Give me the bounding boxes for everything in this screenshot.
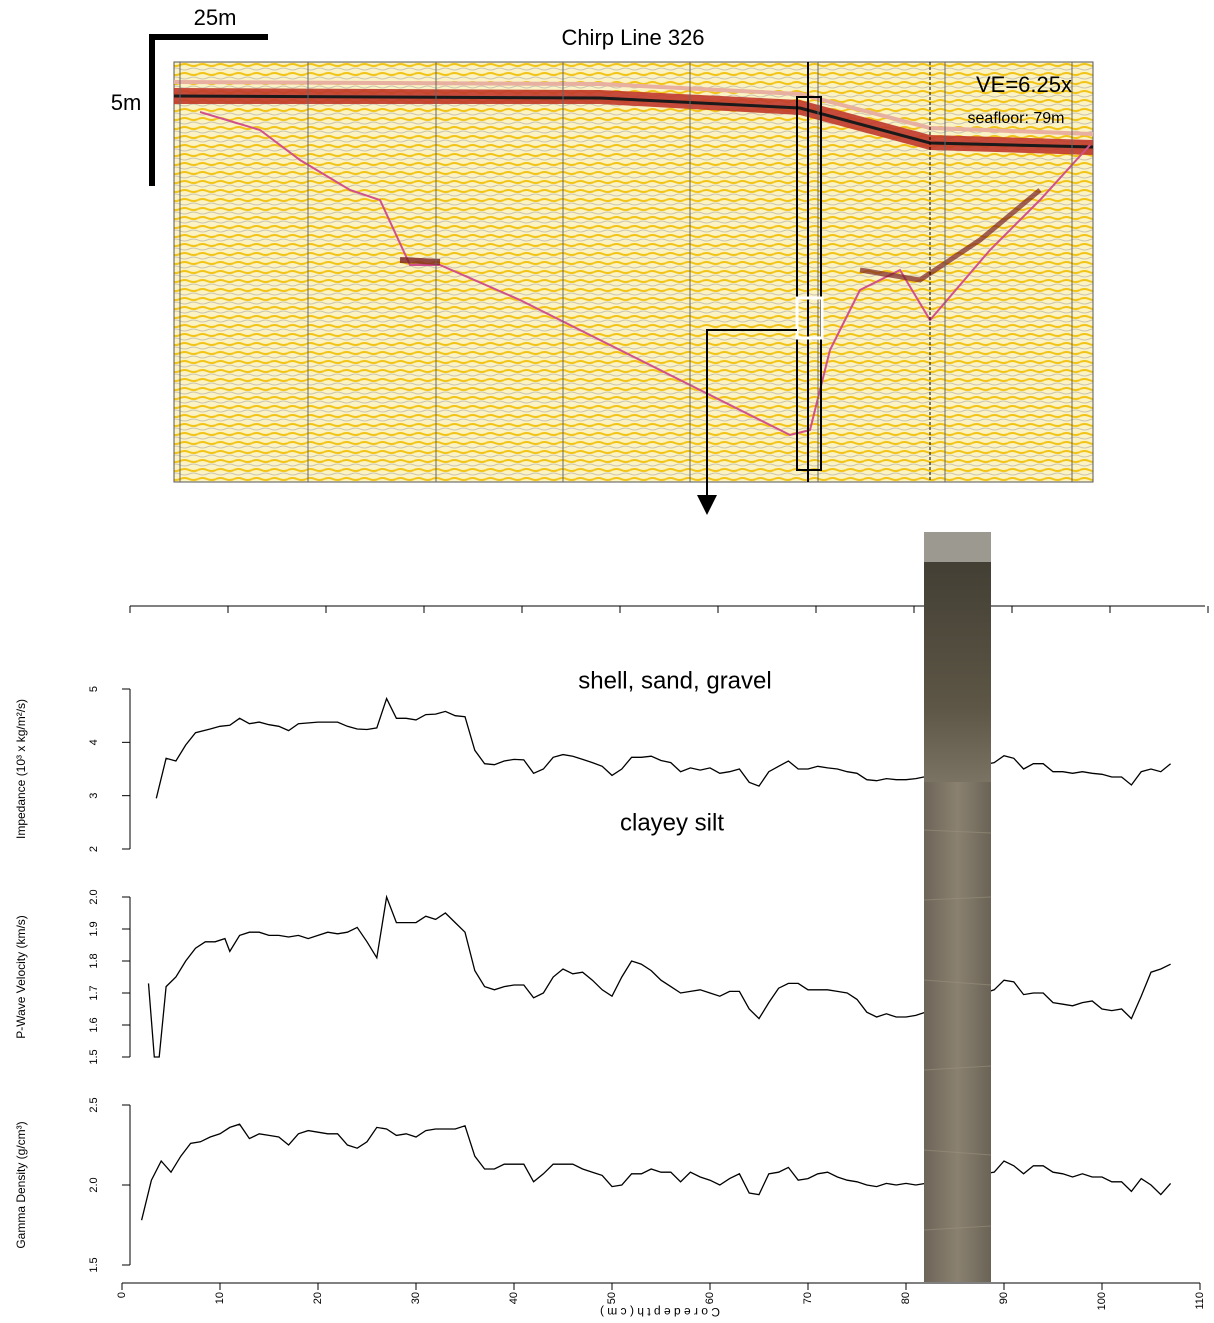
x-tick-label: 40: [508, 1292, 520, 1304]
seismic-title: Chirp Line 326: [561, 25, 704, 50]
seafloor-label: seafloor: 79m: [968, 110, 1065, 127]
x-tick-label: 50: [606, 1292, 618, 1304]
scale-horizontal: 25m: [194, 5, 237, 30]
x-tick-label: 30: [410, 1292, 422, 1304]
y-tick-label: 2: [88, 846, 100, 852]
y-tick-label: 1.8: [88, 953, 100, 968]
y-tick-label: 1.6: [88, 1017, 100, 1032]
x-tick-label: 90: [998, 1292, 1010, 1304]
x-tick-label: 70: [802, 1292, 814, 1304]
x-tick-label: 80: [900, 1292, 912, 1304]
y-tick-label: 1.5: [88, 1049, 100, 1064]
y-tick-label: 5: [88, 686, 100, 692]
y-tick-label: 4: [88, 739, 100, 745]
x-tick-label: 20: [312, 1292, 324, 1304]
y-tick-label: 2.5: [88, 1097, 100, 1112]
x-tick-label: 100: [1096, 1292, 1108, 1310]
data-line: [147, 894, 1171, 1058]
y-tick-label: 1.7: [88, 985, 100, 1000]
y-tick-label: 1.9: [88, 921, 100, 936]
y-axis-label: Gamma Density (g/cm³): [14, 1121, 28, 1248]
y-tick-label: 1.5: [88, 1257, 100, 1272]
charts: 2 3 4 5 Impedance (10³ x kg/m²/s) 1.5 1.6 1.7 1.…: [14, 605, 1209, 1319]
x-axis-label: C o r e d e p t h ( c m ): [600, 1305, 720, 1319]
x-tick-label: 110: [1194, 1292, 1206, 1310]
data-line: [140, 1123, 1172, 1221]
ve-label: VE=6.25x: [976, 72, 1072, 97]
y-axis-label: P-Wave Velocity (km/s): [14, 915, 28, 1039]
x-tick-label: 0: [116, 1292, 128, 1298]
lithology-label: shell, sand, gravel: [578, 667, 771, 694]
scale-vertical: 5m: [111, 90, 142, 115]
core-photo: [923, 532, 992, 1282]
y-axis-label: Impedance (10³ x kg/m²/s): [14, 699, 28, 839]
seismic-image: [149, 34, 1094, 515]
y-tick-label: 2.0: [88, 1177, 100, 1192]
y-tick-label: 2.0: [88, 889, 100, 904]
data-line: [155, 696, 1172, 799]
x-tick-label: 10: [214, 1292, 226, 1304]
lithology-label: clayey silt: [620, 809, 724, 836]
x-tick-label: 60: [704, 1292, 716, 1304]
y-tick-label: 3: [88, 793, 100, 799]
